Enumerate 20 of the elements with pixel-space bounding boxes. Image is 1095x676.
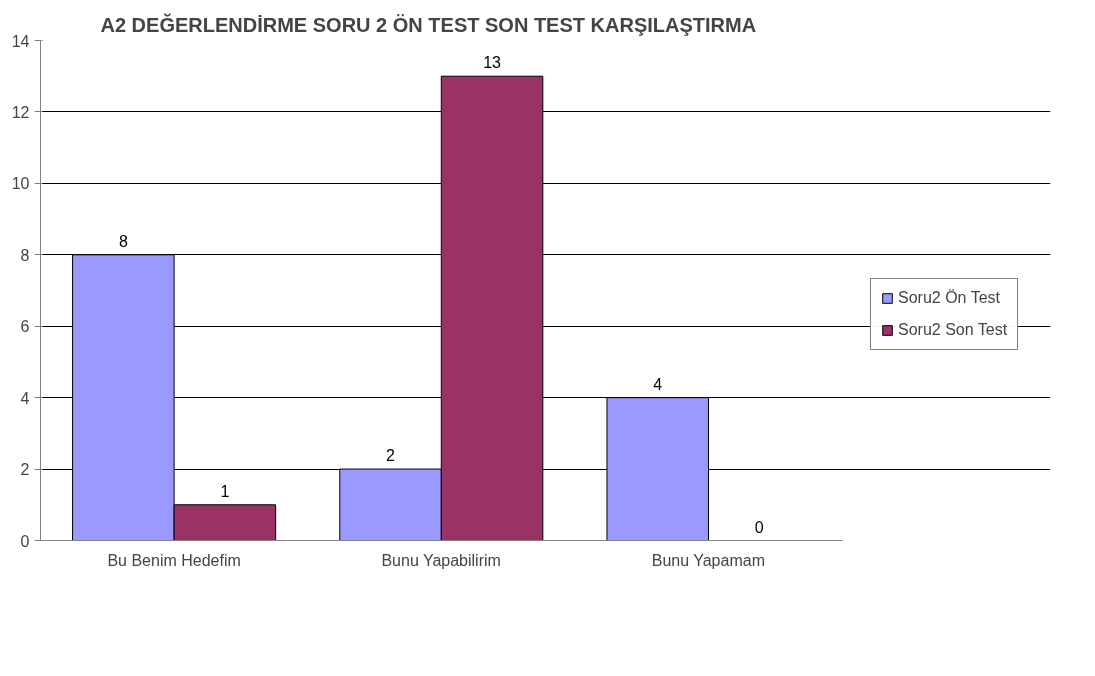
y-tick-label: 14: [11, 32, 30, 50]
data-label: 1: [220, 482, 230, 500]
x-tick-label: Bunu Yapamam: [651, 551, 765, 569]
y-tick-label: 4: [20, 389, 30, 407]
data-label: 4: [653, 375, 663, 393]
y-tick-label: 2: [20, 461, 30, 479]
data-label: 0: [754, 518, 764, 536]
data-label: 8: [118, 232, 128, 250]
chart-title: A2 DEĞERLENDİRME SORU 2 ÖN TEST SON TEST KARŞILAŞTIRMA: [100, 12, 757, 36]
y-tick-label: 12: [11, 103, 30, 121]
x-tick-label: Bu Benim Hedefim: [107, 551, 241, 569]
y-tick-label: 10: [11, 175, 30, 193]
legend-label: Soru2 Son Test: [898, 321, 1008, 339]
y-tick-label: 8: [20, 246, 30, 264]
legend-label: Soru2 Ön Test: [898, 289, 1000, 307]
data-label: 2: [386, 447, 396, 465]
y-tick-label: 0: [20, 532, 30, 550]
y-tick-label: 6: [20, 318, 30, 336]
x-tick-label: Bunu Yapabilirim: [381, 551, 501, 569]
data-label: 13: [483, 54, 502, 72]
